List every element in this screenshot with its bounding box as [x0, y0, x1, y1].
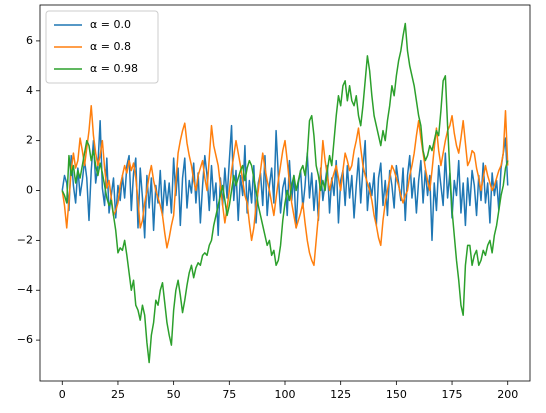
x-tick-label: 0: [59, 388, 66, 401]
y-tick-label: 0: [26, 184, 33, 197]
y-tick-label: −6: [17, 333, 33, 346]
x-tick-label: 25: [111, 388, 125, 401]
x-tick-label: 100: [275, 388, 296, 401]
plot-area: [61, 22, 509, 364]
legend-label: α = 0.8: [90, 40, 131, 53]
series-line: [61, 22, 509, 364]
x-tick-label: 150: [386, 388, 407, 401]
y-tick-label: 6: [26, 34, 33, 47]
x-tick-label: 50: [167, 388, 181, 401]
legend-box: [45, 10, 159, 84]
legend-label: α = 0.0: [90, 18, 131, 31]
y-tick-label: −2: [17, 233, 33, 246]
legend: α = 0.0 α = 0.8 α = 0.98: [45, 10, 159, 84]
legend-label: α = 0.98: [90, 62, 138, 75]
y-tick-label: 4: [26, 84, 33, 97]
y-tick-label: 2: [26, 134, 33, 147]
x-tick-label: 75: [222, 388, 236, 401]
y-tick-label: −4: [17, 283, 33, 296]
x-tick-label: 200: [497, 388, 518, 401]
x-tick-label: 125: [330, 388, 351, 401]
x-tick-label: 175: [442, 388, 463, 401]
series-line: [61, 104, 509, 267]
